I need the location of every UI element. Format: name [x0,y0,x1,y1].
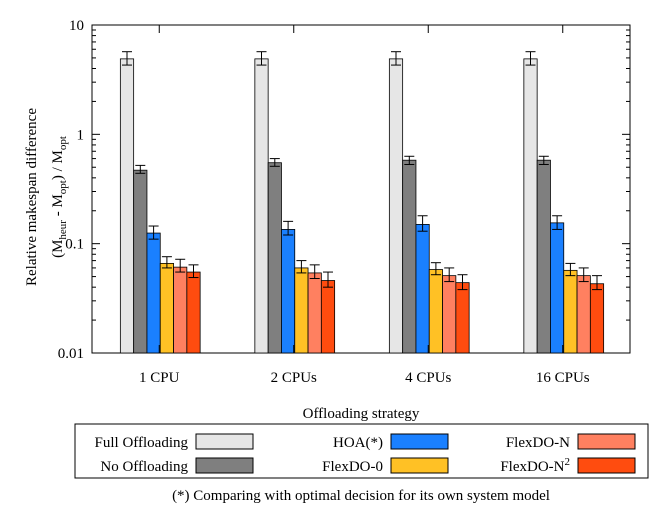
bar [536,159,551,354]
y-ticks: 0.01 0.1 1 10 [58,18,630,362]
y-axis-label: Relative makespan difference (Mheur - Mo… [24,108,69,286]
x-tick-label: 16 CPUs [536,370,590,386]
legend-box [74,423,649,479]
bar [254,58,269,354]
legend-label: No Offloading [100,459,188,475]
bar [388,58,404,354]
bar [576,275,591,354]
bar [294,267,309,354]
bar [563,269,578,354]
bars [119,51,605,354]
y-axis-label-line1: Relative makespan difference [24,108,40,286]
legend-label: Full Offloading [95,435,189,451]
legend-swatch [195,433,254,450]
bar [307,272,322,354]
bar [428,269,443,354]
bar [442,275,457,354]
bar [133,169,148,354]
footnote: (*) Comparing with optimal decision for … [172,488,550,504]
bar [589,283,605,354]
legend-swatch [390,457,449,474]
y-tick-label: 1 [77,127,85,143]
bar [146,232,161,354]
x-ticks: 1 CPU 2 CPUs 4 CPUs 16 CPUs [139,25,590,386]
bar [186,271,201,354]
legend-label: FlexDO-0 [322,459,383,475]
x-tick-label: 1 CPU [139,370,180,386]
bar [523,58,538,354]
bar [173,266,188,354]
bar [455,282,470,354]
plot-frame [91,24,631,354]
bar [415,224,430,354]
bar [402,159,417,354]
legend-label: FlexDO-N2 [500,456,570,475]
legend-label: HOA(*) [333,435,383,451]
bar [267,162,282,354]
legend: Full Offloading No Offloading HOA(*) FlexDO… [95,433,636,475]
bar [159,262,174,354]
x-tick-label: 4 CPUs [405,370,451,386]
x-axis-label: Offloading strategy [303,406,420,422]
bar [119,58,135,354]
legend-swatch [390,433,449,450]
y-tick-label: 0.1 [65,237,84,253]
y-tick-label: 10 [69,18,84,34]
legend-swatch [577,433,636,450]
legend-swatch [195,457,254,474]
legend-swatch [577,457,636,474]
bar [281,229,296,354]
bar [320,280,336,354]
bar [550,222,565,354]
y-tick-label: 0.01 [58,346,84,362]
y-axis-label-line2: (Mheur - Mopt) / Mopt [50,136,69,258]
x-tick-label: 2 CPUs [271,370,317,386]
legend-label: FlexDO-N [506,435,570,451]
